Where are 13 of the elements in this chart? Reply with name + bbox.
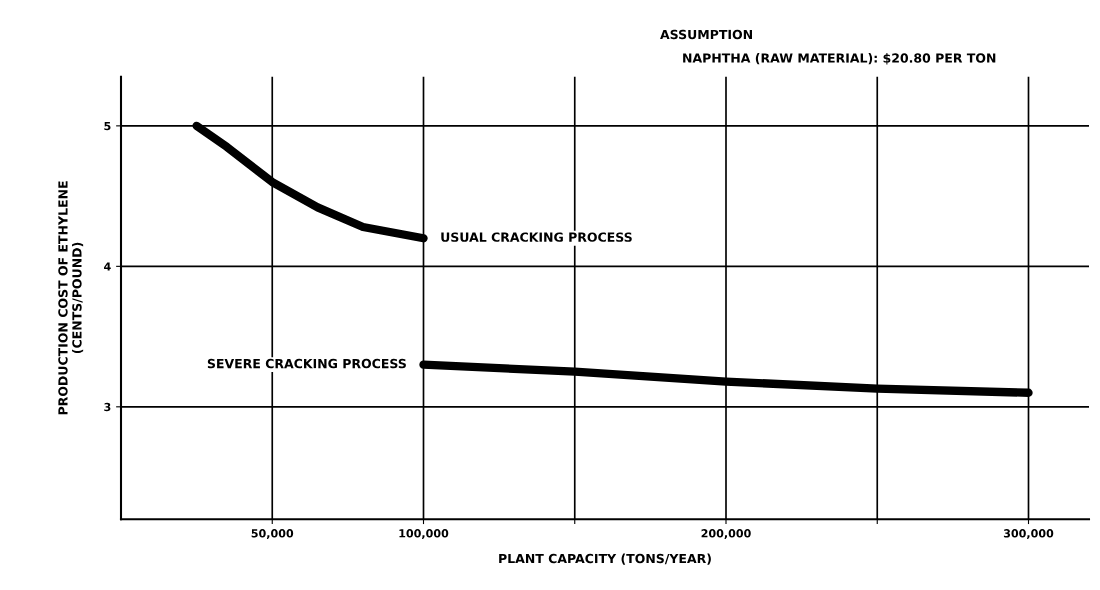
x-tick-label: 100,000: [399, 529, 449, 539]
y-tick-label: 4: [104, 262, 111, 271]
series-label: SEVERE CRACKING PROCESS: [207, 358, 406, 369]
x-tick-label: 300,000: [1003, 529, 1054, 539]
x-tick-label: 200,000: [701, 529, 751, 539]
x-tick-label: 50,000: [251, 529, 294, 539]
y-tick-label: 3: [104, 402, 111, 412]
x-axis-title: PLANT CAPACITY (TONS/YEAR): [499, 553, 711, 565]
text: NAPHTHA (RAW MATERIAL): $20.80 PER TON: [683, 53, 996, 65]
y-axis-title: PRODUCTION COST OF ETHYLENE (CENTS/POUND): [58, 181, 84, 415]
series-label: USUAL CRACKING PROCESS: [441, 232, 632, 242]
y-tick-label: 5: [104, 121, 111, 131]
text: ASSUMPTION: [660, 29, 752, 40]
